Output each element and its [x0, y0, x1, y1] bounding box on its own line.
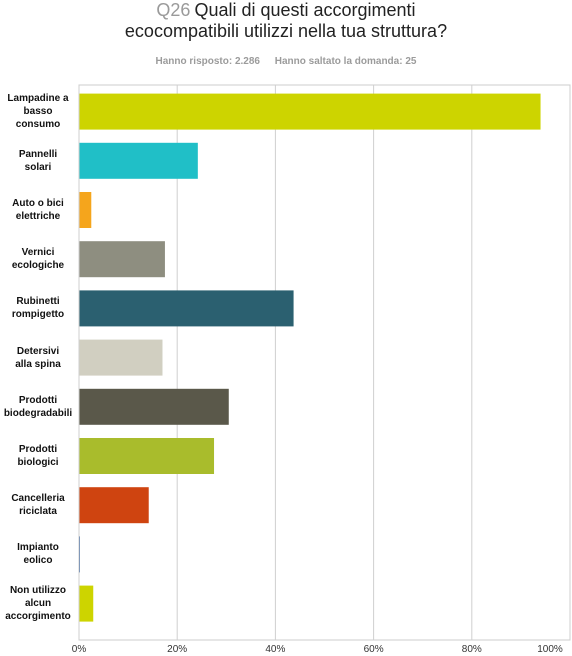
title-line-1: Quali di questi accorgimenti	[194, 0, 416, 20]
category-label-line: Non utilizzo	[9, 585, 67, 597]
bar	[79, 142, 198, 179]
category-label-line: Prodotti	[18, 394, 58, 406]
bar	[79, 388, 229, 425]
x-tick-label: 80%	[461, 644, 482, 655]
title-line-2: ecocompatibili utilizzi nella tua strutt…	[124, 21, 448, 41]
category-label-line: accorgimento	[5, 611, 71, 623]
response-stats: Hanno risposto: 2.286 Hanno saltato la d…	[0, 56, 572, 67]
category-label-line: alcun	[24, 598, 52, 610]
category-label: Prodotti biodegradabili	[0, 394, 76, 420]
chart-title: Q26 Quali di questi accorgimenti ecocompa…	[0, 0, 572, 42]
category-label: Cancelleria riciclata	[0, 492, 76, 518]
bar	[79, 487, 149, 524]
skipped-count: Hanno saltato la domanda: 25	[274, 56, 417, 67]
bar	[79, 339, 163, 376]
category-label: Prodotti biologici	[0, 443, 76, 469]
category-label: Non utilizzo alcun accorgimento	[0, 584, 76, 623]
category-label-line: consumo	[15, 119, 61, 131]
category-label-line: Prodotti	[18, 444, 58, 455]
category-label: Detersivi alla spina	[0, 345, 76, 371]
category-label-line: Impianto	[17, 542, 59, 554]
category-label-line: elettriche	[15, 211, 61, 222]
category-label-line: Lampadine a	[7, 93, 69, 105]
bar	[79, 438, 215, 474]
category-label-line: Cancelleria	[11, 493, 65, 505]
x-tick-label: 60%	[363, 644, 384, 655]
category-label-line: solari	[24, 161, 52, 173]
bar	[79, 290, 294, 327]
category-label-line: Pannelli	[18, 148, 58, 160]
category-label: Auto o bici elettriche	[0, 197, 76, 223]
category-label-line: biologici	[17, 457, 59, 468]
category-label-line: Rubinetti	[16, 296, 60, 308]
category-label-line: ecologiche	[11, 260, 65, 272]
bar	[79, 93, 541, 130]
category-label: Lampadine a basso consumo	[0, 92, 76, 131]
category-label-line: alla spina	[15, 358, 61, 370]
category-label: Vernici ecologiche	[0, 246, 76, 272]
category-label-line: biodegradabili	[3, 407, 73, 419]
x-tick-label: 0%	[71, 644, 87, 655]
category-label: Rubinetti rompigetto	[0, 295, 76, 321]
bar	[79, 585, 94, 622]
category-label-line: rompigetto	[11, 309, 65, 321]
category-label: Impianto eolico	[0, 541, 76, 567]
category-label-line: eolico	[23, 555, 53, 567]
bar	[79, 192, 92, 228]
x-tick-label: 100%	[537, 644, 563, 655]
category-label-line: basso	[23, 106, 53, 118]
category-label-line: Detersivi	[16, 345, 60, 357]
bar	[79, 241, 165, 278]
category-label-line: riciclata	[19, 506, 57, 518]
x-tick-label: 40%	[265, 644, 286, 655]
x-tick-label: 20%	[167, 644, 188, 655]
answered-count: Hanno risposto: 2.286	[155, 56, 260, 67]
category-label-line: Vernici	[21, 247, 55, 259]
category-label-line: Auto o bici	[12, 198, 64, 209]
category-label: Pannelli solari	[0, 148, 76, 174]
question-number: Q26	[156, 0, 191, 20]
